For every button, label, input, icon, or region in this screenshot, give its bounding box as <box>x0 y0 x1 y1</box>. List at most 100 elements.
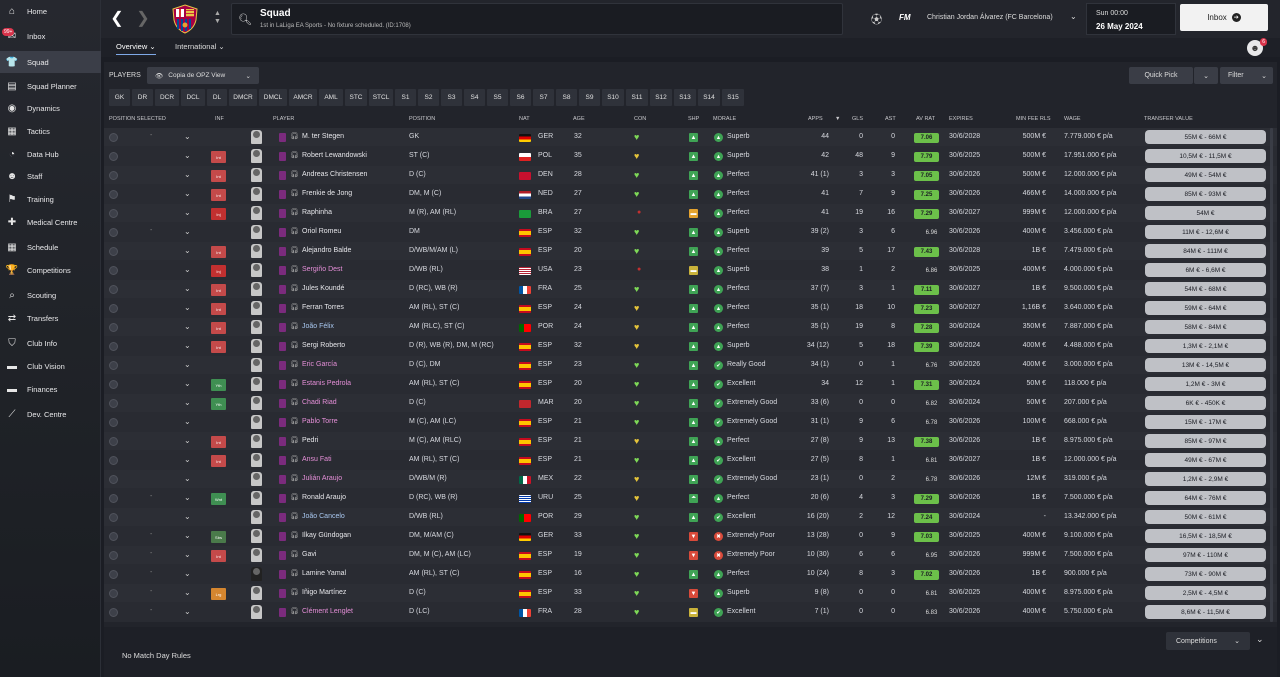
headphones-icon[interactable]: 🎧︎ <box>290 380 299 387</box>
position-button-amcr[interactable]: AMCR <box>289 89 317 106</box>
sidebar-item-club-vision[interactable]: ▬ Club Vision <box>0 355 101 377</box>
chevron-down-icon[interactable]: ⌄ <box>184 493 191 502</box>
position-button-s11[interactable]: S11 <box>626 89 648 106</box>
select-radio[interactable] <box>109 399 118 408</box>
headphones-icon[interactable]: 🎧︎ <box>290 209 299 216</box>
sidebar-item-dynamics[interactable]: ◉ Dynamics <box>0 97 101 119</box>
col-expires[interactable]: EXPIRES <box>949 116 973 122</box>
position-button-gk[interactable]: GK <box>109 89 130 106</box>
player-name[interactable]: Estanis Pedrola <box>302 380 352 387</box>
tab-overview[interactable]: Overview ⌄ <box>116 42 156 55</box>
headphones-icon[interactable]: 🎧︎ <box>290 247 299 254</box>
select-radio[interactable] <box>109 228 118 237</box>
select-radio[interactable] <box>109 589 118 598</box>
player-name[interactable]: Lamine Yamal <box>302 570 347 577</box>
position-button-s8[interactable]: S8 <box>556 89 577 106</box>
sidebar-item-squad[interactable]: 👕 Squad <box>0 51 101 73</box>
select-radio[interactable] <box>109 190 118 199</box>
chevron-down-icon[interactable]: ⌄ <box>184 474 191 483</box>
headphones-icon[interactable]: 🎧︎ <box>290 589 299 596</box>
tab-international[interactable]: International ⌄ <box>175 42 225 51</box>
table-row[interactable]: ⌄ Int 🎧︎ Frenkie de Jong DM, M (C) NED 27 ♥ ▲ ▲ Pe… <box>104 185 1277 204</box>
player-name[interactable]: Ronald Araujo <box>302 494 346 501</box>
club-crest-icon[interactable] <box>171 4 199 34</box>
headphones-icon[interactable]: 🎧︎ <box>290 266 299 273</box>
table-row[interactable]: ⌄ Inj 🎧︎ Raphinha M (R), AM (RL) BRA 27 ● ▬ ▲ Perf… <box>104 204 1277 223</box>
headphones-icon[interactable]: 🎧︎ <box>290 228 299 235</box>
quick-pick-button[interactable]: Quick Pick <box>1129 67 1193 84</box>
position-button-s9[interactable]: S9 <box>579 89 600 106</box>
player-name[interactable]: Ilkay Gündogan <box>302 532 352 539</box>
chevron-down-icon[interactable]: ⌄ <box>184 455 191 464</box>
col-apps[interactable]: APPS <box>808 116 823 122</box>
player-name[interactable]: Sergiño Dest <box>302 266 343 273</box>
chevron-down-icon[interactable]: ⌄ <box>184 132 191 141</box>
football-icon[interactable]: ⚽︎ <box>871 14 882 26</box>
headphones-icon[interactable]: 🎧︎ <box>290 570 299 577</box>
notifications-avatar[interactable]: ☻ 6 <box>1247 38 1267 56</box>
col-position-selected[interactable]: POSITION SELECTED <box>109 116 166 122</box>
player-name[interactable]: Pedri <box>302 437 319 444</box>
position-button-s14[interactable]: S14 <box>698 89 720 106</box>
sidebar-item-inbox[interactable]: ✉ Inbox 99+ <box>0 25 101 47</box>
headphones-icon[interactable]: 🎧︎ <box>290 532 299 539</box>
col-gls[interactable]: GLS <box>852 116 864 122</box>
sidebar-item-staff[interactable]: ☻ Staff <box>0 165 101 187</box>
position-button-s7[interactable]: S7 <box>533 89 554 106</box>
sidebar-item-training[interactable]: ⚑ Training <box>0 188 101 210</box>
player-name[interactable]: João Cancelo <box>302 513 345 520</box>
chevron-down-icon[interactable]: ⌄ <box>184 550 191 559</box>
chevron-down-icon[interactable]: ⌄ <box>184 284 191 293</box>
player-name[interactable]: Pablo Torre <box>302 418 338 425</box>
chevron-down-icon[interactable]: ⌄ <box>184 569 191 578</box>
sidebar-item-home[interactable]: ⌂ Home <box>0 0 101 22</box>
sidebar-item-tactics[interactable]: ▦ Tactics <box>0 120 101 142</box>
sidebar-item-dev-centre[interactable]: ⟋ Dev. Centre <box>0 403 101 425</box>
position-button-dmcl[interactable]: DMCL <box>259 89 287 106</box>
position-button-s1[interactable]: S1 <box>395 89 416 106</box>
col-inf[interactable]: INF <box>215 116 224 122</box>
player-name[interactable]: Raphinha <box>302 209 332 216</box>
select-radio[interactable] <box>109 285 118 294</box>
table-row[interactable]: ⌄ Int 🎧︎ Pedri M (C), AM (RLC) ESP 21 ♥ ▲ ▲ Perfec… <box>104 432 1277 451</box>
chevron-down-icon[interactable]: ⌄ <box>184 588 191 597</box>
player-name[interactable]: Ansu Fati <box>302 456 332 463</box>
back-arrow-icon[interactable]: ❮ <box>110 10 124 27</box>
quick-pick-dropdown-button[interactable]: ⌄ <box>1194 67 1218 84</box>
position-button-s4[interactable]: S4 <box>464 89 485 106</box>
headphones-icon[interactable]: 🎧︎ <box>290 475 299 482</box>
headphones-icon[interactable]: 🎧︎ <box>290 133 299 140</box>
chevron-down-icon[interactable]: ⌄ <box>184 227 191 236</box>
headphones-icon[interactable]: 🎧︎ <box>290 418 299 425</box>
player-name[interactable]: Chadi Riad <box>302 399 337 406</box>
chevron-down-icon[interactable]: ⌄ <box>184 265 191 274</box>
select-radio[interactable] <box>109 209 118 218</box>
headphones-icon[interactable]: 🎧︎ <box>290 551 299 558</box>
player-name[interactable]: Julián Araujo <box>302 475 343 482</box>
chevron-down-icon[interactable]: ⌄ <box>184 531 191 540</box>
player-name[interactable]: Sergi Roberto <box>302 342 346 349</box>
sidebar-item-scouting[interactable]: ⌕ Scouting <box>0 284 101 306</box>
chevron-down-icon[interactable]: ⌄ <box>184 189 191 198</box>
sidebar-item-transfers[interactable]: ⇄ Transfers <box>0 307 101 329</box>
col-wage[interactable]: WAGE <box>1064 116 1081 122</box>
col-avrat[interactable]: AV RAT <box>916 116 936 122</box>
select-radio[interactable] <box>109 380 118 389</box>
table-row[interactable]: ⌄ 🎧︎ João Cancelo D/WB (RL) POR 29 ♥ ▲ ✔ Excellen… <box>104 508 1277 527</box>
chevron-down-icon[interactable]: ⌄ <box>184 246 191 255</box>
headphones-icon[interactable]: 🎧︎ <box>290 171 299 178</box>
table-row[interactable]: - ⌄ Wnt 🎧︎ Ronald Araujo D (RC), WB (R) URU 25 ♥… <box>104 489 1277 508</box>
position-button-s10[interactable]: S10 <box>602 89 624 106</box>
table-row[interactable]: ⌄ Int 🎧︎ Andreas Christensen D (C) DEN 28 ♥ ▲ ▲ Pe… <box>104 166 1277 185</box>
sidebar-item-finances[interactable]: ▬ Finances <box>0 378 101 400</box>
position-button-stcl[interactable]: STCL <box>369 89 393 106</box>
select-radio[interactable] <box>109 475 118 484</box>
select-radio[interactable] <box>109 266 118 275</box>
col-age[interactable]: AGE <box>573 116 585 122</box>
chevron-down-icon[interactable]: ⌄ <box>184 170 191 179</box>
table-row[interactable]: ⌄ Int 🎧︎ Sergi Roberto D (R), WB (R), DM, M … <box>104 337 1277 356</box>
select-radio[interactable] <box>109 437 118 446</box>
select-radio[interactable] <box>109 304 118 313</box>
table-row[interactable]: - ⌄ Lrg 🎧︎ Iñigo Martínez D (C) ESP 33 ♥ ▼ ▲ Superb… <box>104 584 1277 603</box>
table-row[interactable]: - ⌄ 🎧︎ Clément Lenglet D (LC) FRA 28 ♥ ▬ ✔ Excelle… <box>104 603 1277 622</box>
